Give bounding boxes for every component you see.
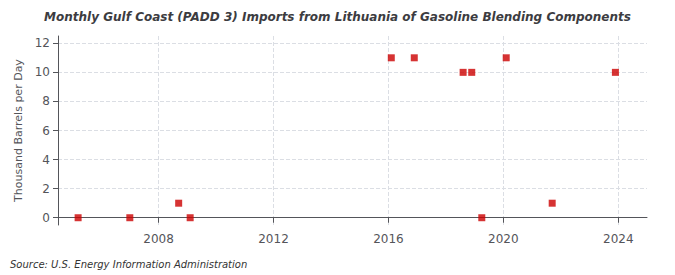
svg-text:0: 0: [42, 211, 50, 225]
svg-text:4: 4: [42, 153, 50, 167]
svg-text:Source: U.S. Energy Informatio: Source: U.S. Energy Information Administ…: [10, 259, 247, 270]
svg-text:2020: 2020: [488, 232, 519, 246]
svg-text:Thousand Barrels per Day: Thousand Barrels per Day: [12, 59, 25, 203]
svg-text:2: 2: [42, 182, 50, 196]
svg-text:6: 6: [42, 124, 50, 138]
svg-text:12: 12: [35, 36, 50, 50]
svg-text:2016: 2016: [373, 232, 404, 246]
svg-text:10: 10: [35, 65, 50, 79]
svg-text:2008: 2008: [143, 232, 174, 246]
svg-text:Monthly Gulf Coast (PADD 3) Im: Monthly Gulf Coast (PADD 3) Imports from…: [44, 10, 631, 24]
svg-text:8: 8: [42, 94, 50, 108]
svg-text:2012: 2012: [258, 232, 289, 246]
svg-text:2024: 2024: [603, 232, 634, 246]
